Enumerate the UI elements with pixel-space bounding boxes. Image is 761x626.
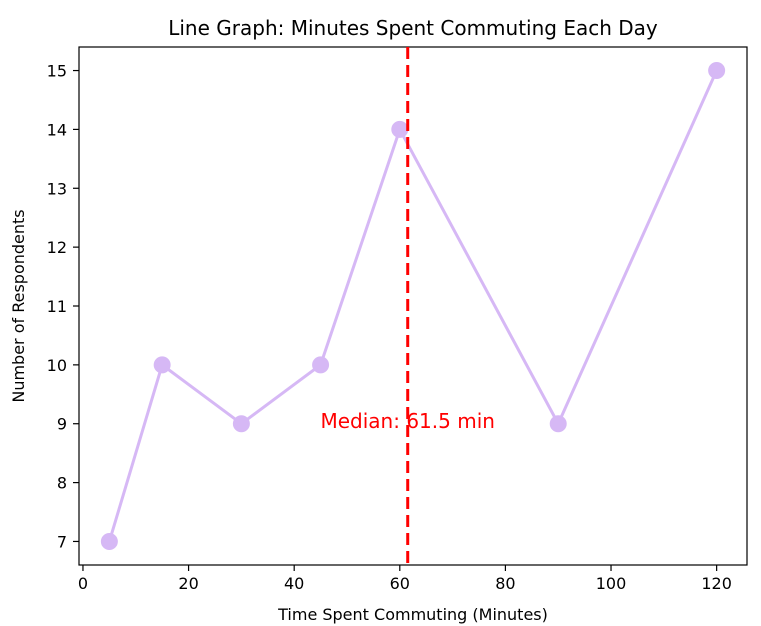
y-tick-label-15: 15 xyxy=(47,62,67,81)
x-tick-label-80: 80 xyxy=(495,574,515,593)
y-tick-label-7: 7 xyxy=(57,532,67,551)
data-point-0-6 xyxy=(708,62,726,80)
series-line-0 xyxy=(107,69,719,543)
y-tick-label-11: 11 xyxy=(47,297,67,316)
data-point-0-4 xyxy=(391,120,409,138)
x-axis-label: Time Spent Commuting (Minutes) xyxy=(277,605,548,624)
y-axis-ticks: 7 8 9 10 11 12 13 14 15 xyxy=(47,62,79,551)
chart-title: Line Graph: Minutes Spent Commuting Each… xyxy=(168,16,658,40)
series-layer xyxy=(100,62,726,550)
data-point-0-0 xyxy=(100,532,118,550)
annotation-layer: Median: 61.5 min xyxy=(320,47,495,565)
median-label: Median: 61.5 min xyxy=(320,409,494,433)
plot-frame xyxy=(78,46,748,566)
data-point-0-5 xyxy=(549,415,567,433)
data-point-0-2 xyxy=(232,415,250,433)
y-tick-label-8: 8 xyxy=(57,474,67,493)
data-point-0-1 xyxy=(153,356,171,374)
x-tick-label-100: 100 xyxy=(596,574,627,593)
x-tick-label-40: 40 xyxy=(284,574,304,593)
x-tick-label-60: 60 xyxy=(390,574,410,593)
y-tick-label-13: 13 xyxy=(47,179,67,198)
y-tick-label-9: 9 xyxy=(57,415,67,434)
y-tick-label-14: 14 xyxy=(47,120,67,139)
y-tick-label-10: 10 xyxy=(47,356,67,375)
data-point-0-3 xyxy=(312,356,330,374)
x-tick-label-20: 20 xyxy=(178,574,198,593)
x-tick-label-0: 0 xyxy=(78,574,88,593)
y-tick-label-12: 12 xyxy=(47,238,67,257)
y-axis-label: Number of Respondents xyxy=(9,209,28,402)
x-tick-label-120: 120 xyxy=(701,574,732,593)
x-axis-ticks: 0 20 40 60 80 100 120 xyxy=(78,565,732,593)
